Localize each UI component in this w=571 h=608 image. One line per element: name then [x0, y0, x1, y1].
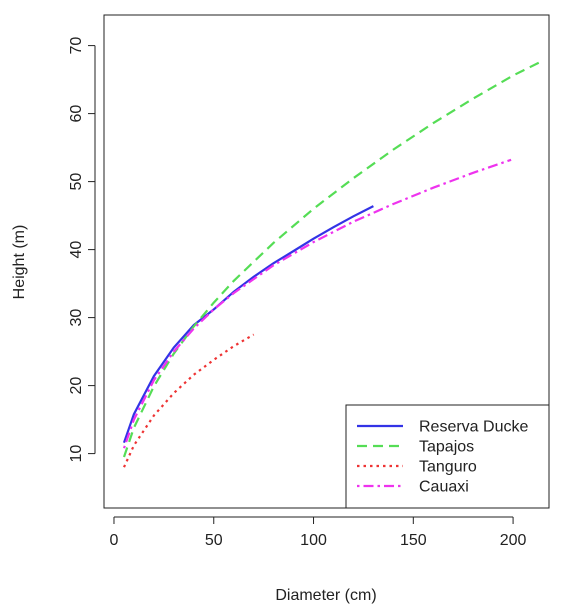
x-tick-label: 100 — [300, 532, 327, 549]
x-axis-label: Diameter (cm) — [275, 587, 376, 604]
y-tick-label: 40 — [68, 241, 85, 259]
x-tick-label: 200 — [500, 532, 527, 549]
x-tick-label: 0 — [110, 532, 119, 549]
series-line-tapajos — [122, 61, 540, 458]
legend-label: Cauaxi — [419, 479, 469, 496]
legend-label: Tapajos — [419, 439, 474, 456]
plot-area-box — [103, 14, 550, 509]
y-axis-label: Height (m) — [11, 225, 28, 300]
legend-items: Reserva Ducke Tapajos Tanguro Cauaxi — [357, 419, 528, 496]
x-axis: 0 50 100 150 200 — [110, 516, 527, 549]
legend-label: Reserva Ducke — [419, 419, 528, 436]
y-tick-label: 20 — [68, 377, 85, 395]
y-tick-label: 50 — [68, 173, 85, 191]
legend: Reserva Ducke Tapajos Tanguro Cauaxi — [345, 404, 550, 509]
y-tick-label: 30 — [68, 309, 85, 327]
legend-label: Tanguro — [419, 459, 477, 476]
series-line-cauaxi — [122, 158, 512, 449]
series-layer — [122, 61, 540, 468]
y-axis: 10 20 30 40 50 60 70 — [68, 37, 96, 463]
series-line-reserva-ducke — [122, 205, 374, 444]
y-tick-label: 10 — [68, 445, 85, 463]
x-tick-label: 150 — [400, 532, 427, 549]
y-tick-label: 60 — [68, 105, 85, 123]
legend-box — [345, 404, 550, 509]
x-tick-label: 50 — [205, 532, 223, 549]
y-tick-label: 70 — [68, 37, 85, 55]
